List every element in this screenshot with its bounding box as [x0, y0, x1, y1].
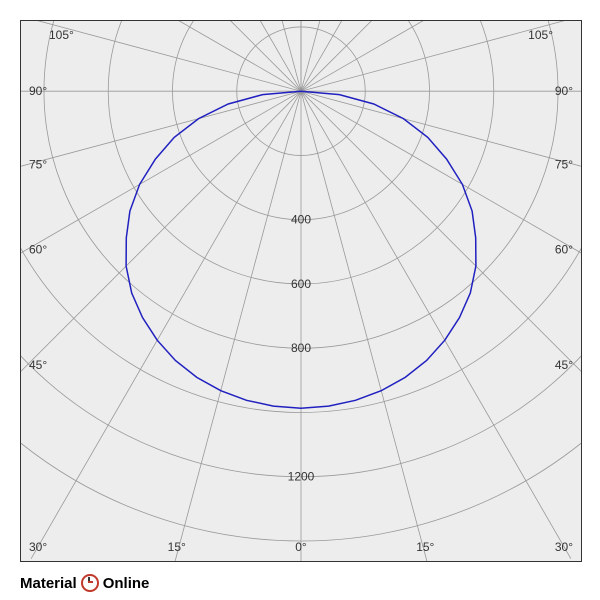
angle-label: 45°	[29, 358, 47, 372]
angle-label: 30°	[555, 540, 573, 554]
angle-label: 15°	[168, 540, 186, 554]
polar-svg: 400 600 800 1200 105° 105° 90° 90° 75° 75° 60° 60° 4…	[21, 21, 581, 561]
brand-text-b: Online	[103, 575, 150, 592]
angle-label: 60°	[555, 242, 573, 256]
clock-icon	[81, 574, 99, 592]
radial-label: 1200	[288, 470, 315, 484]
footer-brand: Material Online	[20, 574, 149, 592]
radial-label: 800	[291, 341, 311, 355]
angle-label: 60°	[29, 242, 47, 256]
brand-text-a: Material	[20, 575, 77, 592]
angle-label: 75°	[555, 158, 573, 172]
radial-label: 600	[291, 277, 311, 291]
angle-label: 30°	[29, 540, 47, 554]
angle-label: 90°	[555, 84, 573, 98]
angle-label: 45°	[555, 358, 573, 372]
angle-label: 15°	[416, 540, 434, 554]
angle-label: 90°	[29, 84, 47, 98]
polar-plot-area: 400 600 800 1200 105° 105° 90° 90° 75° 75° 60° 60° 4…	[20, 20, 582, 562]
angle-label: 75°	[29, 158, 47, 172]
angle-label: 0°	[295, 540, 307, 554]
angle-label: 105°	[528, 28, 553, 42]
angle-label: 105°	[49, 28, 74, 42]
radial-label: 400	[291, 213, 311, 227]
